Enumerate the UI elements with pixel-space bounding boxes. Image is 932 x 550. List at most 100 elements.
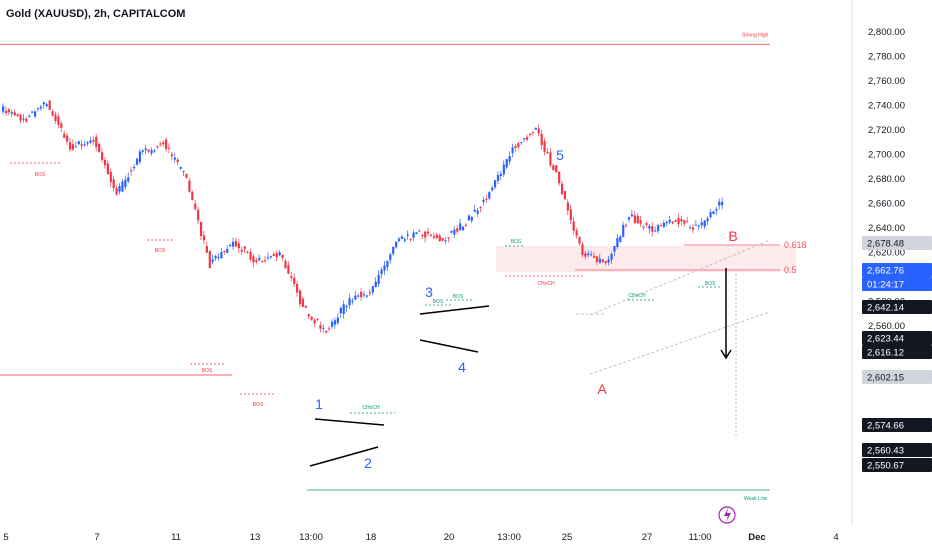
candle-body (211, 259, 214, 262)
candle-body (386, 260, 389, 268)
price-tag (862, 300, 932, 314)
candle-body (28, 116, 31, 118)
price-tag (862, 443, 932, 457)
candle-body (98, 143, 101, 153)
price-tag-label: 2,602.15 (867, 373, 904, 384)
candle-body (68, 142, 72, 150)
candle-body (316, 319, 319, 321)
candle-body (95, 136, 98, 147)
candle-body (264, 260, 267, 262)
candle-body (130, 170, 133, 172)
structure-break-label: BOS (705, 281, 716, 287)
candle-body (354, 295, 357, 300)
candle-body (400, 236, 404, 239)
candle-body (575, 230, 578, 236)
candle-body (360, 291, 363, 298)
candle-body (645, 223, 648, 225)
candle-body (51, 111, 54, 116)
candle-body (689, 227, 692, 229)
candle-body (456, 228, 459, 232)
candle-body (488, 192, 491, 199)
candle-body (502, 164, 505, 175)
candle-body (703, 220, 706, 227)
candle-body (406, 234, 409, 236)
fib-05-label: 0.5 (784, 265, 797, 275)
x-tick-label: 7 (94, 532, 99, 543)
candle-body (167, 147, 171, 149)
wave-label: 4 (458, 359, 466, 375)
candle-body (587, 253, 590, 256)
y-tick-label: 2,660.00 (868, 199, 905, 210)
candle-body (421, 235, 424, 237)
candle-body (619, 236, 622, 242)
candle-body (659, 225, 663, 227)
candle-body (4, 111, 8, 114)
candle-body (569, 209, 572, 221)
x-tick-label: Dec (748, 532, 765, 543)
y-tick-label: 2,640.00 (868, 223, 905, 234)
y-tick-label: 2,760.00 (868, 76, 905, 87)
candle-body (25, 118, 28, 122)
candle-body (243, 246, 246, 249)
structure-break-label: CHoCH (362, 405, 380, 411)
candle-body (429, 234, 433, 236)
candle-body (473, 209, 476, 212)
candle-body (534, 127, 537, 130)
wave-label: 5 (556, 147, 564, 163)
candle-body (598, 258, 602, 263)
strong-high-label: Strong High (742, 32, 769, 38)
candle-body (342, 304, 345, 315)
candle-body (642, 226, 645, 228)
candle-body (298, 290, 302, 305)
price-tag-label: 2,560.43 (867, 446, 904, 457)
price-tag (862, 345, 932, 359)
y-tick-label: 2,780.00 (868, 52, 905, 63)
candle-body (491, 187, 494, 191)
candle-body (7, 109, 11, 113)
wave-label: A (597, 381, 607, 397)
candle-body (627, 217, 631, 220)
candle-body (179, 166, 182, 169)
candle-body (66, 135, 69, 142)
candle-body (281, 254, 284, 258)
wave-1-bottom-line (309, 446, 379, 467)
channel-bottom (589, 311, 771, 375)
price-tag (862, 263, 932, 277)
candle-body (397, 238, 401, 242)
candle-body (121, 181, 124, 192)
candle-body (293, 277, 296, 284)
candle-body (523, 138, 526, 140)
candle-body (508, 156, 511, 162)
candle-body (138, 151, 142, 163)
structure-break-label: BOS (511, 239, 522, 245)
candle-body (345, 305, 348, 308)
price-tag-label: 2,616.12 (867, 348, 904, 359)
candle-body (555, 165, 558, 173)
candle-body (622, 224, 625, 237)
candle-body (709, 212, 712, 218)
candle-body (217, 257, 220, 259)
candle-body (691, 227, 695, 230)
candle-body (103, 159, 107, 166)
candle-body (558, 171, 561, 184)
candle-body (470, 216, 473, 221)
candle-body (173, 157, 176, 160)
candle-body (630, 214, 634, 217)
candle-body (683, 220, 686, 224)
lightning-icon (724, 508, 731, 522)
candle-body (106, 163, 110, 175)
candle-body (444, 240, 447, 242)
y-tick-label: 2,680.00 (868, 174, 905, 185)
candle-body (552, 165, 555, 171)
price-tag (862, 370, 932, 384)
candle-body (467, 215, 471, 221)
candle-body (83, 144, 86, 146)
candle-body (328, 328, 331, 330)
candle-body (269, 256, 273, 258)
candle-body (721, 201, 724, 206)
candle-body (74, 146, 77, 148)
candle-body (272, 254, 275, 256)
candle-body (19, 114, 22, 121)
x-tick-label: 20 (444, 532, 455, 543)
